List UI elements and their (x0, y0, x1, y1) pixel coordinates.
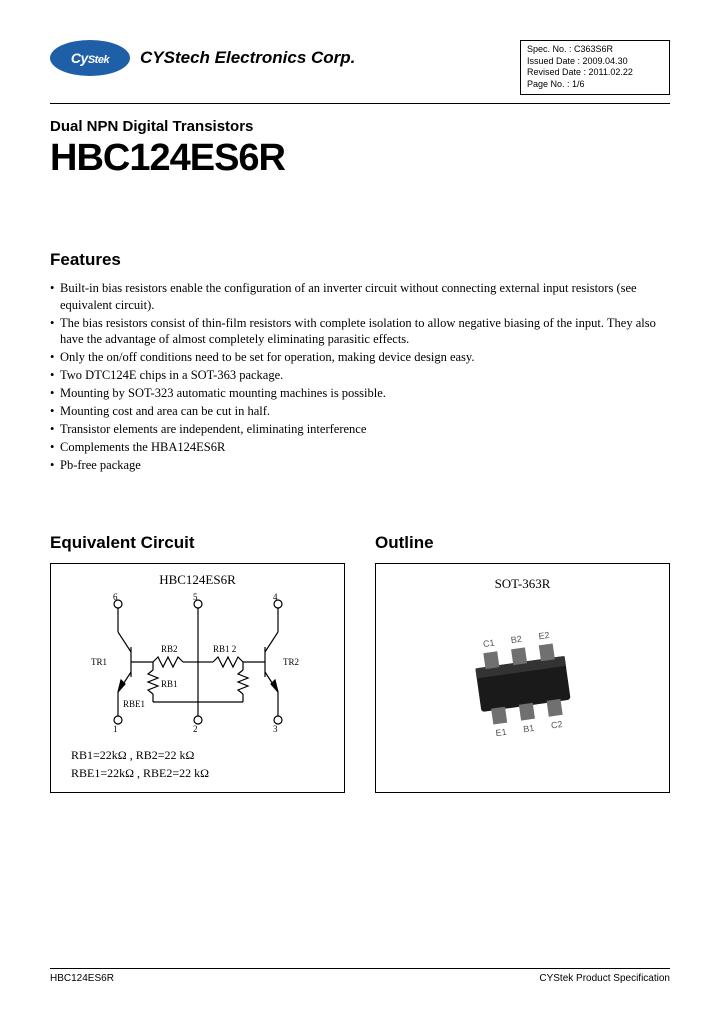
feature-item: Two DTC124E chips in a SOT-363 package. (50, 367, 670, 384)
feature-item: Built-in bias resistors enable the confi… (50, 280, 670, 314)
label-rb2: RB2 (161, 644, 178, 654)
feature-item: The bias resistors consist of thin-film … (50, 315, 670, 349)
feature-item: Mounting by SOT-323 automatic mounting m… (50, 385, 670, 402)
resistor-values: RB1=22kΩ , RB2=22 kΩ RBE1=22kΩ , RBE2=22… (71, 746, 209, 782)
document-subtitle: Dual NPN Digital Transistors (50, 118, 670, 135)
pin-5: 5 (193, 592, 198, 602)
header: CyStek CYStech Electronics Corp. Spec. N… (50, 40, 670, 95)
label-rb1-2: RB1 2 (213, 644, 236, 654)
pin-label-c2: C2 (550, 719, 563, 731)
pin-label-b2: B2 (510, 634, 522, 645)
header-divider (50, 103, 670, 104)
spec-revised: Revised Date : 2011.02.22 (527, 67, 663, 79)
pin-6: 6 (113, 592, 118, 602)
outline-label: SOT-363R (384, 576, 661, 592)
logo-text-suffix: Stek (88, 54, 109, 66)
label-rb1: RB1 (161, 679, 178, 689)
features-heading: Features (50, 250, 670, 270)
spec-page: Page No. : 1/6 (527, 79, 663, 91)
label-tr2: TR2 (283, 657, 299, 667)
footer-divider (50, 968, 670, 969)
equivalent-circuit-heading: Equivalent Circuit (50, 533, 345, 553)
equivalent-circuit-box: HBC124ES6R (50, 563, 345, 793)
feature-item: Transistor elements are independent, eli… (50, 421, 670, 438)
feature-item: Pb-free package (50, 457, 670, 474)
footer: HBC124ES6R CYStek Product Specification (50, 968, 670, 984)
values-line-2: RBE1=22kΩ , RBE2=22 kΩ (71, 764, 209, 782)
label-tr1: TR1 (91, 657, 107, 667)
pin-label-c1: C1 (482, 638, 495, 650)
outline-box: SOT-363R (375, 563, 670, 793)
spec-issued: Issued Date : 2009.04.30 (527, 56, 663, 68)
diagram-row: Equivalent Circuit HBC124ES6R (50, 533, 670, 793)
feature-item: Complements the HBA124ES6R (50, 439, 670, 456)
spec-info-box: Spec. No. : C363S6R Issued Date : 2009.0… (520, 40, 670, 95)
label-rbe1: RBE1 (123, 699, 145, 709)
logo-text-main: Cy (71, 50, 88, 66)
outline-column: Outline SOT-363R (375, 533, 670, 793)
pin-label-b1: B1 (522, 723, 534, 734)
footer-left: HBC124ES6R (50, 973, 114, 984)
spec-no: Spec. No. : C363S6R (527, 44, 663, 56)
features-list: Built-in bias resistors enable the confi… (50, 280, 670, 474)
pin-label-e1: E1 (494, 727, 506, 738)
circuit-label: HBC124ES6R (59, 572, 336, 588)
feature-item: Mounting cost and area can be cut in hal… (50, 403, 670, 420)
pin-4: 4 (273, 592, 278, 602)
values-line-1: RB1=22kΩ , RB2=22 kΩ (71, 746, 209, 764)
footer-right: CYStek Product Specification (539, 973, 670, 984)
pin-2: 2 (193, 724, 198, 732)
package-outline-diagram: C1 B2 E2 E1 B1 C2 (423, 604, 623, 764)
logo-block: CyStek CYStech Electronics Corp. (50, 40, 355, 76)
pin-3: 3 (273, 724, 278, 732)
equivalent-circuit-diagram: 6 5 4 1 2 3 TR1 TR2 RB2 RB1 2 RB1 RBE1 (83, 592, 313, 732)
pin-1: 1 (113, 724, 118, 732)
company-name: CYStech Electronics Corp. (140, 48, 355, 68)
company-logo: CyStek (50, 40, 130, 76)
outline-heading: Outline (375, 533, 670, 553)
feature-item: Only the on/off conditions need to be se… (50, 349, 670, 366)
pin-label-e2: E2 (537, 630, 549, 641)
equivalent-circuit-column: Equivalent Circuit HBC124ES6R (50, 533, 345, 793)
part-number: HBC124ES6R (50, 137, 670, 180)
